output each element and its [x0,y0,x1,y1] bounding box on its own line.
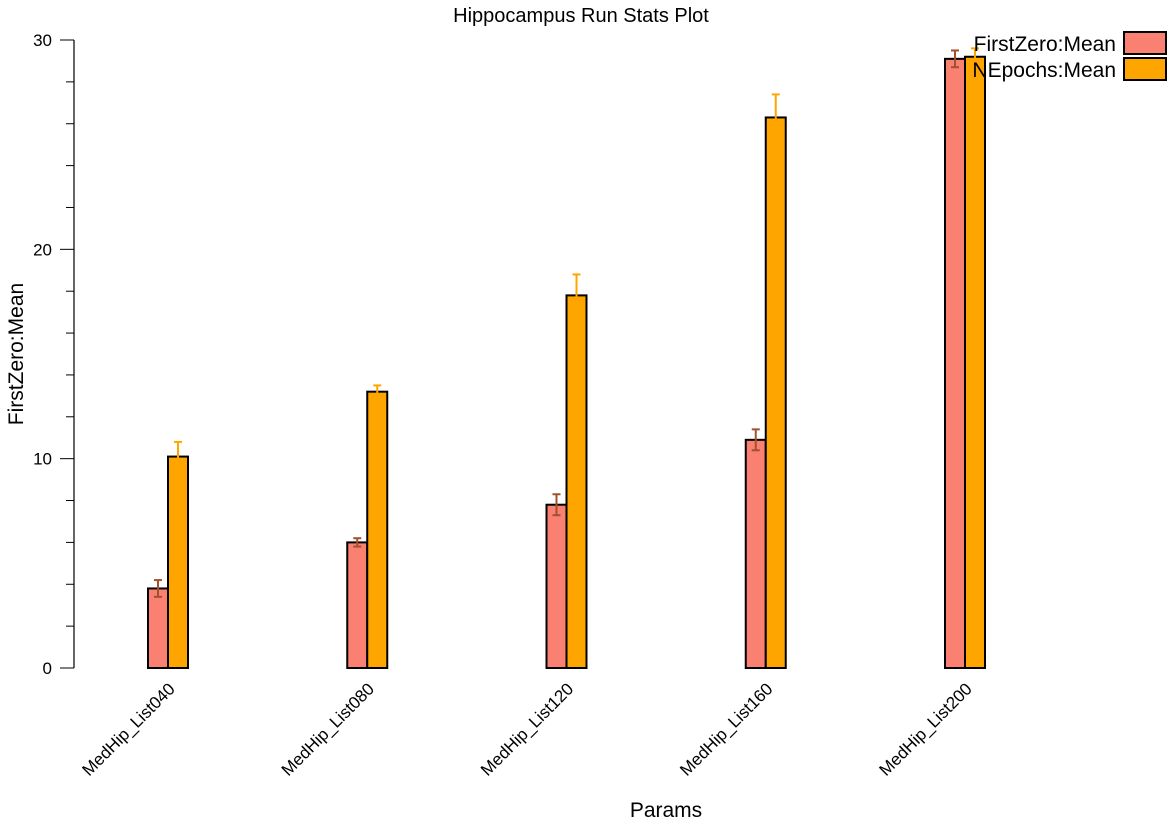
error-bars [154,47,979,598]
y-tick-label: 0 [43,659,52,678]
y-tick-label: 30 [33,31,52,50]
x-tick-label: MedHip_List200 [876,679,976,779]
bar-nepochs-mean-3 [764,116,787,670]
error-bar-0-1 [353,537,362,548]
x-tick-label: MedHip_List120 [477,679,577,779]
legend-label-1: NEpochs:Mean [972,59,1116,82]
bars [147,55,986,670]
error-bar-1-0 [174,440,182,473]
chart-title: Hippocampus Run Stats Plot [453,5,709,27]
error-bar-0-0 [154,579,162,598]
x-tick-label: MedHip_List040 [79,679,179,779]
x-axis-categories: MedHip_List040 MedHip_List080 MedHip_List1… [79,679,976,779]
y-tick-label: 20 [33,240,52,259]
y-axis-label: FirstZero:Mean [5,283,28,425]
bar-firstzero-mean-2 [545,503,568,669]
error-bar-1-2 [572,273,581,318]
error-bar-1-4 [971,47,979,67]
y-axis: 0 10 20 30 [33,31,75,678]
x-axis-label: Params [630,799,702,822]
legend-swatch-0 [1123,31,1167,55]
bar-nepochs-mean-4 [964,55,986,670]
bar-nepochs-mean-2 [565,294,588,669]
bar-nepochs-mean-1 [366,390,389,669]
bar-firstzero-mean-4 [944,57,966,669]
x-tick-label: MedHip_List080 [278,679,378,779]
error-bar-0-2 [552,493,561,517]
x-tick-label: MedHip_List160 [676,679,776,779]
error-bar-0-3 [751,428,760,452]
legend-swatch-1 [1123,57,1167,81]
y-tick-label: 10 [33,450,52,469]
bar-firstzero-mean-0 [147,587,169,669]
bar-nepochs-mean-0 [167,455,189,669]
bar-firstzero-mean-3 [744,438,767,669]
error-bar-1-1 [373,384,382,399]
legend: FirstZero:Mean NEpochs:Mean [972,31,1167,82]
bar-firstzero-mean-1 [346,541,369,670]
legend-label-0: FirstZero:Mean [974,33,1116,56]
error-bar-1-3 [771,93,780,142]
error-bar-0-4 [951,49,959,69]
